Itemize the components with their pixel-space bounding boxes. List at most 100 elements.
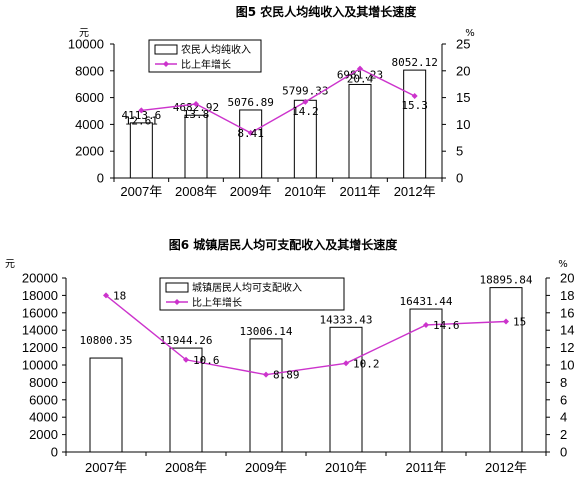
x-tick-label: 2008年: [175, 184, 217, 199]
y-tick-label: 8000: [75, 63, 104, 78]
y-tick-label: 4000: [75, 117, 104, 132]
y-tick-label: 6000: [75, 90, 104, 105]
x-tick-label: 2012年: [394, 184, 436, 199]
bar: [129, 122, 153, 179]
y-tick-label: 6000: [29, 392, 58, 407]
y-tick-label: 18000: [22, 288, 58, 303]
legend-box: [159, 277, 345, 311]
y2-tick-label: 5: [456, 144, 463, 159]
bar: [348, 83, 372, 179]
growth-value-label: 8.89: [273, 369, 300, 382]
bar-value-label: 8052.12: [391, 56, 437, 69]
bar: [239, 109, 263, 179]
y2-axis-unit: %: [465, 28, 475, 39]
growth-point: [302, 98, 309, 105]
x-tick-label: 2008年: [165, 460, 207, 475]
growth-point: [503, 318, 509, 325]
y-tick-label: 14000: [22, 323, 58, 338]
bar-value-label: 4113.6: [121, 109, 161, 122]
growth-point: [138, 107, 145, 114]
bar-value-label: 18895.84: [480, 274, 533, 287]
legend-line-label: 比上年增长: [192, 296, 242, 309]
growth-value-label: 14.6: [433, 319, 460, 332]
y2-tick-label: 0: [456, 171, 463, 186]
y2-tick-label: 8: [560, 375, 567, 390]
growth-value-label: 14.2: [292, 105, 319, 118]
bar: [169, 347, 203, 453]
y-tick-label: 12000: [22, 340, 58, 355]
growth-value-label: 15.3: [401, 99, 428, 112]
x-tick-label: 2009年: [245, 460, 287, 475]
growth-point: [103, 292, 109, 299]
growth-point: [411, 92, 418, 99]
growth-point: [193, 101, 199, 108]
bar-value-label: 14333.43: [320, 313, 373, 326]
y2-tick-label: 10: [560, 358, 574, 373]
y-tick-label: 10000: [68, 37, 104, 52]
bar-value-label: 4682.92: [173, 101, 219, 114]
y-tick-label: 8000: [29, 375, 58, 390]
growth-line: [141, 67, 415, 134]
y2-tick-label: 4: [560, 410, 567, 425]
x-tick-label: 2012年: [485, 460, 527, 475]
y-tick-label: 20000: [22, 271, 58, 286]
growth-line: [105, 294, 507, 376]
legend-bar-swatch: [154, 44, 178, 55]
growth-point: [247, 129, 254, 136]
legend-line-label: 比上年增长: [181, 58, 231, 71]
chart-title: 图5 农民人均纯收入及其增长速度: [236, 4, 418, 19]
bar: [489, 287, 523, 453]
x-tick-label: 2007年: [120, 184, 162, 199]
legend-line-marker: [174, 299, 180, 305]
growth-value-label: 12.61: [125, 114, 158, 127]
bar: [329, 326, 363, 453]
growth-point: [357, 65, 363, 72]
y2-tick-label: 6: [560, 392, 567, 407]
y2-tick-label: 12: [560, 340, 574, 355]
y2-axis-unit: %: [558, 259, 568, 270]
growth-value-label: 18: [113, 289, 126, 302]
chart-title: 图6 城镇居民人均可支配收入及其增长速度: [169, 237, 399, 252]
bar-value-label: 5799.33: [282, 84, 328, 97]
growth-value-label: 8.41: [237, 127, 264, 140]
y2-tick-label: 16: [560, 305, 574, 320]
y2-tick-label: 0: [560, 445, 567, 460]
y2-tick-label: 20: [456, 63, 470, 78]
growth-point: [343, 360, 349, 367]
bar: [409, 308, 443, 453]
y2-tick-label: 15: [456, 90, 470, 105]
growth-value-label: 10.2: [353, 357, 380, 370]
legend-bar-swatch: [165, 282, 189, 293]
y2-tick-label: 10: [456, 117, 470, 132]
y-tick-label: 4000: [29, 410, 58, 425]
x-tick-label: 2007年: [85, 460, 127, 475]
bar: [184, 114, 208, 179]
bar: [403, 69, 427, 179]
bar-value-label: 5076.89: [227, 96, 273, 109]
x-tick-label: 2011年: [406, 460, 447, 475]
y-axis-unit: 元: [79, 28, 89, 39]
bar-value-label: 10800.35: [80, 334, 133, 347]
growth-value-label: 10.6: [193, 354, 220, 367]
bar: [89, 357, 123, 453]
y-tick-label: 0: [51, 445, 58, 460]
legend-line-marker: [163, 61, 169, 67]
x-tick-label: 2011年: [340, 184, 381, 199]
y-tick-label: 0: [97, 171, 104, 186]
x-tick-label: 2010年: [325, 460, 367, 475]
legend-bar-label: 农民人均纯收入: [181, 43, 251, 56]
growth-point: [423, 321, 429, 328]
bar-value-label: 16431.44: [400, 295, 453, 308]
y-tick-label: 10000: [22, 358, 58, 373]
growth-value-label: 20.4: [347, 73, 374, 86]
y-tick-label: 2000: [29, 427, 58, 442]
y-tick-label: 2000: [75, 144, 104, 159]
bar-value-label: 6981.23: [337, 68, 383, 81]
y2-tick-label: 2: [560, 427, 567, 442]
y2-tick-label: 18: [560, 288, 574, 303]
growth-value-label: 13.8: [183, 108, 210, 121]
legend-bar-label: 城镇居民人均可支配收入: [192, 281, 302, 294]
growth-point: [183, 356, 189, 363]
